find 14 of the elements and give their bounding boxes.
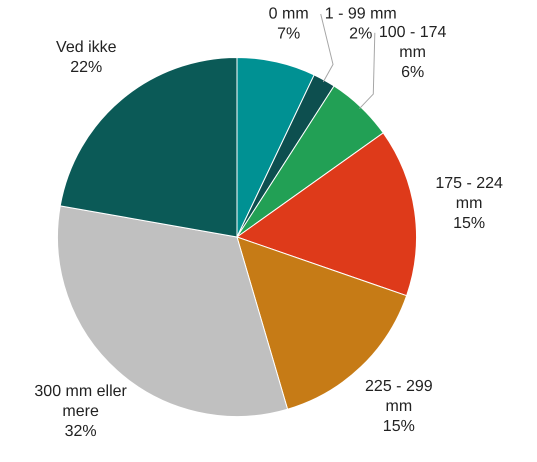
data-label: 2% (349, 25, 372, 42)
data-label: 7% (277, 25, 300, 42)
data-label: 15% (382, 418, 415, 436)
slice-label: 1 - 99 mm (324, 5, 397, 22)
data-label: 15% (453, 215, 486, 232)
slice-label: Ved ikke (56, 38, 117, 56)
slice-label: 175 - 224 mm (435, 175, 504, 212)
data-label: 22% (70, 58, 102, 76)
data-label: 32% (64, 423, 97, 440)
data-label: 6% (401, 64, 424, 82)
slice-label: 225 - 299 mm (365, 378, 433, 416)
slice-label: 0 mm (268, 5, 309, 22)
slice-label: 100 - 174 mm (378, 24, 447, 62)
slice-label: 300 mm eller mere (34, 383, 128, 420)
